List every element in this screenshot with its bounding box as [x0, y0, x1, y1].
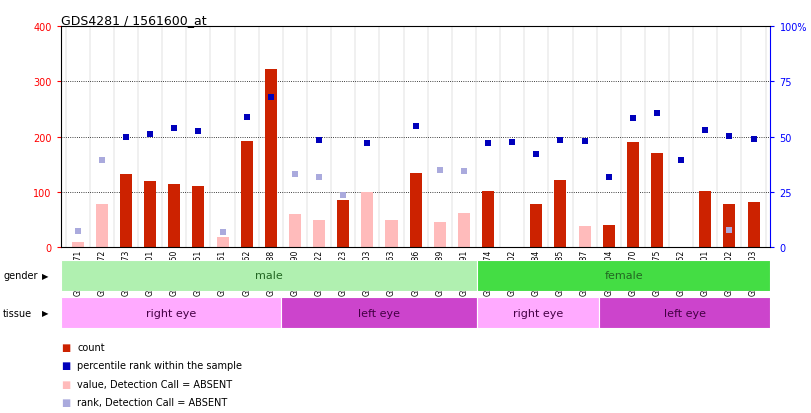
- Bar: [723, 205, 736, 248]
- Text: right eye: right eye: [513, 308, 563, 318]
- Text: ■: ■: [61, 342, 70, 352]
- Bar: [385, 220, 397, 248]
- Text: gender: gender: [3, 271, 38, 281]
- Bar: [651, 154, 663, 248]
- Bar: [337, 201, 350, 248]
- Text: male: male: [255, 271, 283, 281]
- Text: GDS4281 / 1561600_at: GDS4281 / 1561600_at: [61, 14, 207, 27]
- Bar: [434, 223, 446, 248]
- Text: count: count: [77, 342, 105, 352]
- Text: value, Detection Call = ABSENT: value, Detection Call = ABSENT: [77, 379, 232, 389]
- Bar: [192, 187, 204, 248]
- Bar: [71, 245, 84, 248]
- Bar: [627, 143, 639, 248]
- Text: left eye: left eye: [664, 308, 706, 318]
- Bar: [120, 175, 132, 248]
- Text: percentile rank within the sample: percentile rank within the sample: [77, 361, 242, 370]
- Bar: [61, 260, 477, 291]
- Text: ▶: ▶: [42, 309, 49, 317]
- Bar: [71, 242, 84, 248]
- Text: ■: ■: [61, 361, 70, 370]
- Bar: [603, 225, 615, 248]
- Bar: [482, 192, 494, 248]
- Text: rank, Detection Call = ABSENT: rank, Detection Call = ABSENT: [77, 397, 227, 407]
- Text: ■: ■: [61, 379, 70, 389]
- Bar: [241, 142, 253, 248]
- Bar: [748, 202, 760, 248]
- Bar: [289, 215, 301, 248]
- Bar: [217, 238, 229, 248]
- Bar: [362, 192, 373, 248]
- Text: tissue: tissue: [3, 308, 32, 318]
- Bar: [410, 173, 422, 248]
- Bar: [281, 297, 477, 328]
- Bar: [699, 192, 711, 248]
- Bar: [96, 205, 108, 248]
- Bar: [168, 184, 180, 248]
- Bar: [144, 182, 157, 248]
- Text: ■: ■: [61, 397, 70, 407]
- Text: ▶: ▶: [42, 271, 49, 280]
- Bar: [313, 220, 325, 248]
- Bar: [555, 180, 567, 248]
- Text: left eye: left eye: [358, 308, 400, 318]
- Text: right eye: right eye: [146, 308, 196, 318]
- Bar: [458, 214, 470, 248]
- Bar: [530, 205, 543, 248]
- Bar: [264, 70, 277, 248]
- Bar: [578, 227, 590, 248]
- Bar: [599, 297, 770, 328]
- Bar: [61, 297, 281, 328]
- Text: female: female: [604, 271, 643, 281]
- Bar: [477, 260, 770, 291]
- Bar: [477, 297, 599, 328]
